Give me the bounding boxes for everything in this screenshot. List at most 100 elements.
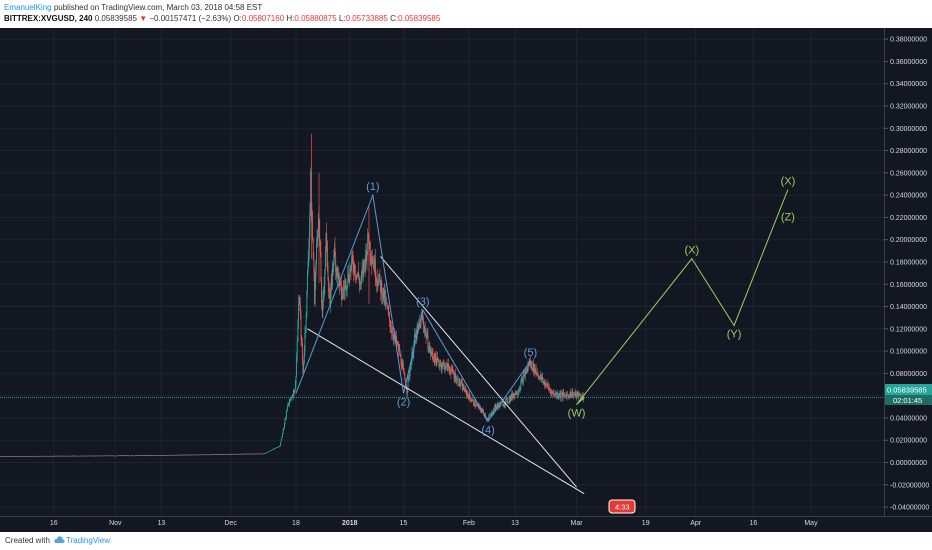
time-axis[interactable]: 16 Nov 13 Dec 18 2018 15 Feb 13 Mar 19 Apr 16 May (50, 520, 818, 527)
candle-body (504, 403, 506, 406)
candle-body (194, 454, 196, 456)
candle-body (348, 280, 350, 282)
candle-body (64, 455, 66, 457)
candle-body (495, 406, 497, 408)
candle-body (512, 393, 513, 398)
candle-body (73, 455, 75, 457)
candle-body (539, 376, 541, 380)
candle-body (308, 224, 310, 249)
candle-body (527, 366, 529, 370)
candle-body (157, 455, 159, 456)
price-chart[interactable]: (1) (2) (3) (4) (5) (W) (X) (Y) (X) (Z) 0.380000… (0, 28, 932, 532)
candle-body (293, 389, 295, 394)
candle-body (168, 455, 169, 456)
candle-body (127, 455, 128, 456)
candle-body (417, 326, 419, 328)
candle-body (7, 456, 9, 457)
candle-body (269, 450, 271, 452)
candle-body (346, 285, 348, 289)
candle-body (118, 455, 119, 457)
candle-body (189, 454, 191, 456)
candle-body (369, 242, 371, 249)
candle-body (131, 455, 133, 456)
channel-line (380, 256, 577, 488)
candle-body (364, 260, 365, 262)
candle-body (435, 353, 437, 360)
candle-body (82, 455, 84, 457)
candle-body (314, 270, 315, 304)
candle-body (366, 252, 368, 262)
chart-background (0, 28, 932, 532)
candle-body (533, 363, 535, 372)
candle-body (388, 311, 390, 313)
candle-body (253, 453, 255, 455)
candle-body (528, 363, 529, 367)
candle-body (246, 453, 248, 455)
candle-body (191, 454, 192, 456)
candle-body (524, 373, 526, 377)
candle-body (23, 456, 25, 457)
candle-body (295, 375, 297, 385)
candle-body (150, 455, 152, 456)
candle-body (333, 257, 335, 264)
candle-body (104, 455, 106, 457)
candle-body (52, 456, 53, 457)
y-tick-label: 0.12000000 (890, 326, 927, 333)
tradingview-brand-link[interactable]: TradingView (66, 536, 111, 545)
candle-body (581, 395, 583, 399)
candle-body (544, 383, 546, 386)
candle-body (364, 261, 366, 268)
candle-body (30, 456, 32, 457)
candle-body (263, 453, 265, 455)
candle-body (465, 387, 467, 390)
candle-body (306, 290, 308, 316)
author-link[interactable]: EmanuelKing (4, 3, 52, 12)
candle-body (369, 242, 371, 256)
candle-body (457, 377, 459, 385)
candle-body (441, 366, 443, 369)
candle-body (98, 455, 100, 457)
y-tick-label: -0.02000000 (890, 482, 929, 489)
candle-body (133, 455, 135, 457)
candle-body (560, 394, 562, 398)
wave-label: (5) (524, 347, 537, 359)
candle-body (60, 455, 62, 457)
candle-body (130, 455, 132, 457)
candle-body (37, 455, 39, 457)
candle-body (445, 363, 447, 368)
high-value: 0.05880875 (294, 14, 337, 23)
candle-body (503, 405, 504, 406)
y-tick-label: 0.16000000 (890, 282, 927, 289)
candle-body (162, 455, 164, 456)
candle-body (315, 244, 317, 264)
y-tick-label: 0.20000000 (890, 237, 927, 244)
candle-body (572, 393, 574, 397)
candle-body (88, 455, 90, 457)
candle-body (514, 393, 516, 395)
candle-body (391, 332, 393, 333)
candle-body (111, 455, 113, 457)
candle-body (203, 454, 205, 456)
candle-body (52, 456, 54, 457)
candle-body (109, 455, 110, 457)
candle-body (299, 300, 301, 306)
price-axis[interactable]: 0.38000000 0.36000000 0.34000000 0.32000000… (884, 37, 929, 512)
candle-body (80, 455, 82, 457)
candle-body (93, 455, 95, 457)
candle-body (450, 370, 452, 374)
candle-body (410, 361, 412, 370)
candle-body (342, 289, 344, 290)
candle-body (334, 247, 336, 256)
candle-body (376, 279, 378, 282)
candle-body (408, 374, 410, 379)
candle-body (312, 239, 314, 260)
candle-body (550, 390, 552, 395)
candle-body (230, 453, 232, 455)
candle-body (433, 358, 435, 363)
candle-body (344, 280, 346, 285)
candle-body (510, 395, 512, 399)
candle-body (106, 455, 108, 457)
candle-body (367, 233, 369, 241)
candle-body (154, 455, 156, 456)
candle-body (474, 401, 476, 407)
